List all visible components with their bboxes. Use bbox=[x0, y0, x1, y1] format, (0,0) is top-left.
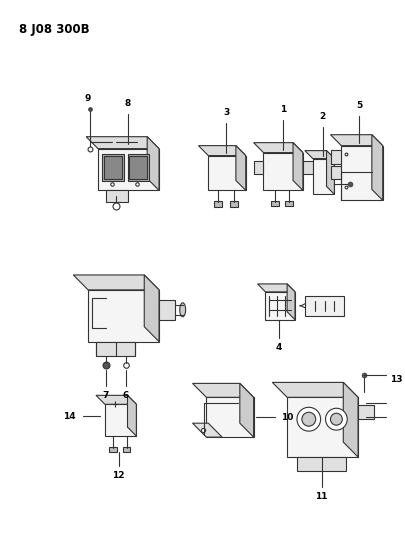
Polygon shape bbox=[147, 136, 159, 190]
Polygon shape bbox=[192, 423, 222, 437]
Text: 8: 8 bbox=[124, 99, 130, 108]
Polygon shape bbox=[343, 382, 357, 457]
Circle shape bbox=[325, 408, 346, 430]
Polygon shape bbox=[86, 136, 159, 149]
Polygon shape bbox=[206, 397, 253, 437]
Polygon shape bbox=[341, 146, 382, 200]
Polygon shape bbox=[292, 143, 302, 190]
Polygon shape bbox=[304, 151, 334, 158]
Polygon shape bbox=[235, 146, 245, 190]
Polygon shape bbox=[253, 143, 302, 152]
Text: 12: 12 bbox=[112, 471, 125, 480]
Text: 6: 6 bbox=[122, 391, 128, 400]
Text: 4: 4 bbox=[275, 343, 282, 352]
Bar bbox=[102, 154, 123, 181]
Polygon shape bbox=[272, 382, 357, 397]
Polygon shape bbox=[98, 149, 159, 190]
Circle shape bbox=[330, 413, 341, 425]
Text: 10: 10 bbox=[280, 413, 292, 422]
Text: 11: 11 bbox=[315, 492, 327, 502]
Text: 3: 3 bbox=[222, 108, 228, 117]
Bar bbox=[214, 201, 222, 207]
Polygon shape bbox=[257, 284, 294, 292]
Polygon shape bbox=[326, 151, 334, 195]
Text: 5: 5 bbox=[355, 101, 361, 110]
Polygon shape bbox=[265, 292, 294, 320]
Polygon shape bbox=[330, 135, 382, 146]
Polygon shape bbox=[73, 275, 159, 290]
Circle shape bbox=[296, 407, 320, 431]
Bar bbox=[122, 447, 130, 452]
Circle shape bbox=[301, 412, 315, 426]
Text: 13: 13 bbox=[389, 375, 401, 384]
Polygon shape bbox=[312, 158, 334, 195]
Bar bbox=[104, 156, 121, 180]
Polygon shape bbox=[106, 190, 127, 203]
Polygon shape bbox=[198, 146, 245, 156]
Polygon shape bbox=[192, 383, 253, 397]
Ellipse shape bbox=[179, 303, 185, 317]
Polygon shape bbox=[330, 166, 341, 180]
Polygon shape bbox=[357, 405, 373, 419]
Bar bbox=[127, 154, 149, 181]
Text: 14: 14 bbox=[62, 411, 75, 421]
Text: 8 J08 300B: 8 J08 300B bbox=[19, 23, 90, 36]
Polygon shape bbox=[144, 275, 159, 342]
Polygon shape bbox=[88, 290, 159, 342]
Polygon shape bbox=[296, 457, 345, 471]
Polygon shape bbox=[330, 150, 341, 164]
Polygon shape bbox=[263, 152, 302, 190]
Text: 1: 1 bbox=[279, 106, 286, 114]
Polygon shape bbox=[286, 284, 294, 320]
Polygon shape bbox=[159, 300, 175, 320]
Polygon shape bbox=[253, 160, 263, 174]
Polygon shape bbox=[104, 404, 136, 436]
Bar bbox=[304, 296, 343, 316]
Bar bbox=[109, 447, 116, 452]
Bar bbox=[284, 201, 292, 206]
Polygon shape bbox=[208, 156, 245, 190]
Text: 7: 7 bbox=[102, 391, 109, 400]
Polygon shape bbox=[302, 160, 312, 174]
Polygon shape bbox=[96, 342, 135, 356]
Polygon shape bbox=[239, 383, 253, 437]
Text: 2: 2 bbox=[319, 112, 325, 122]
Polygon shape bbox=[371, 135, 382, 200]
Polygon shape bbox=[127, 395, 136, 436]
Polygon shape bbox=[96, 395, 136, 404]
Bar bbox=[271, 201, 279, 206]
Bar bbox=[229, 201, 237, 207]
Bar bbox=[129, 156, 147, 180]
Polygon shape bbox=[286, 397, 357, 457]
Text: 9: 9 bbox=[85, 94, 91, 103]
